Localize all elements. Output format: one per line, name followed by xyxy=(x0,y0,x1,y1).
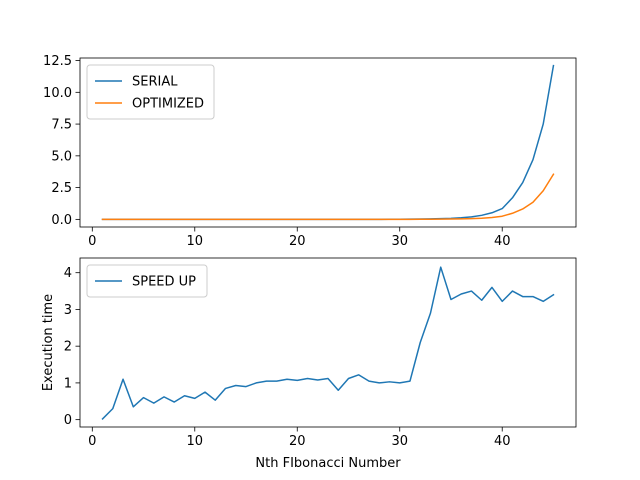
bottom-legend: SPEED UP xyxy=(86,264,208,298)
top-x-tick-label: 40 xyxy=(494,234,511,249)
serial-vs-optimized-chart: 0 10 20 30 40 0.0 2.5 5.0 7.5 10.0 12.5 SERIAL OPTIM… xyxy=(43,54,577,249)
top-legend: SERIAL OPTIMIZED xyxy=(86,64,215,120)
top-x-tick-label: 20 xyxy=(289,234,306,249)
bottom-y-tick-label: 1 xyxy=(64,376,72,391)
top-y-tick-label: 0.0 xyxy=(51,213,72,228)
top-y-tick-label: 2.5 xyxy=(51,181,72,196)
bottom-y-tick-label: 4 xyxy=(64,266,72,281)
bottom-x-tick-label: 20 xyxy=(289,434,306,449)
top-y-tick-label: 10.0 xyxy=(43,86,72,101)
bottom-series-line-speed-up xyxy=(101,266,555,420)
top-y-tick-label: 7.5 xyxy=(51,118,72,133)
bottom-x-tick-label: 10 xyxy=(187,434,204,449)
top-series-line-optimized xyxy=(101,173,555,221)
bottom-legend-box xyxy=(86,264,208,298)
speed-up-chart: 0 10 20 30 40 0 1 2 3 4 Nth FIbonacci Number Execut… xyxy=(41,257,577,471)
bottom-y-axis-label: Execution time xyxy=(41,294,56,391)
top-legend-box xyxy=(86,64,215,120)
bottom-x-tick-label: 0 xyxy=(88,434,96,449)
bottom-y-tick-label: 0 xyxy=(64,413,72,428)
top-x-tick-label: 30 xyxy=(391,234,408,249)
bottom-axes-frame xyxy=(79,257,577,428)
top-x-tick-label: 0 xyxy=(88,234,96,249)
bottom-y-tick-label: 2 xyxy=(64,340,72,355)
top-y-tick-label: 5.0 xyxy=(51,149,72,164)
top-legend-entry: SERIAL xyxy=(132,75,178,90)
top-legend-entry: OPTIMIZED xyxy=(132,97,204,112)
bottom-y-tick-label: 3 xyxy=(64,303,72,318)
bottom-x-axis-label: Nth FIbonacci Number xyxy=(255,456,401,471)
bottom-x-tick-label: 30 xyxy=(391,434,408,449)
top-axes-frame xyxy=(79,57,577,228)
bottom-legend-entry: SPEED UP xyxy=(132,275,196,290)
top-y-tick-label: 12.5 xyxy=(43,54,72,69)
top-x-tick-label: 10 xyxy=(187,234,204,249)
bottom-x-tick-label: 40 xyxy=(494,434,511,449)
